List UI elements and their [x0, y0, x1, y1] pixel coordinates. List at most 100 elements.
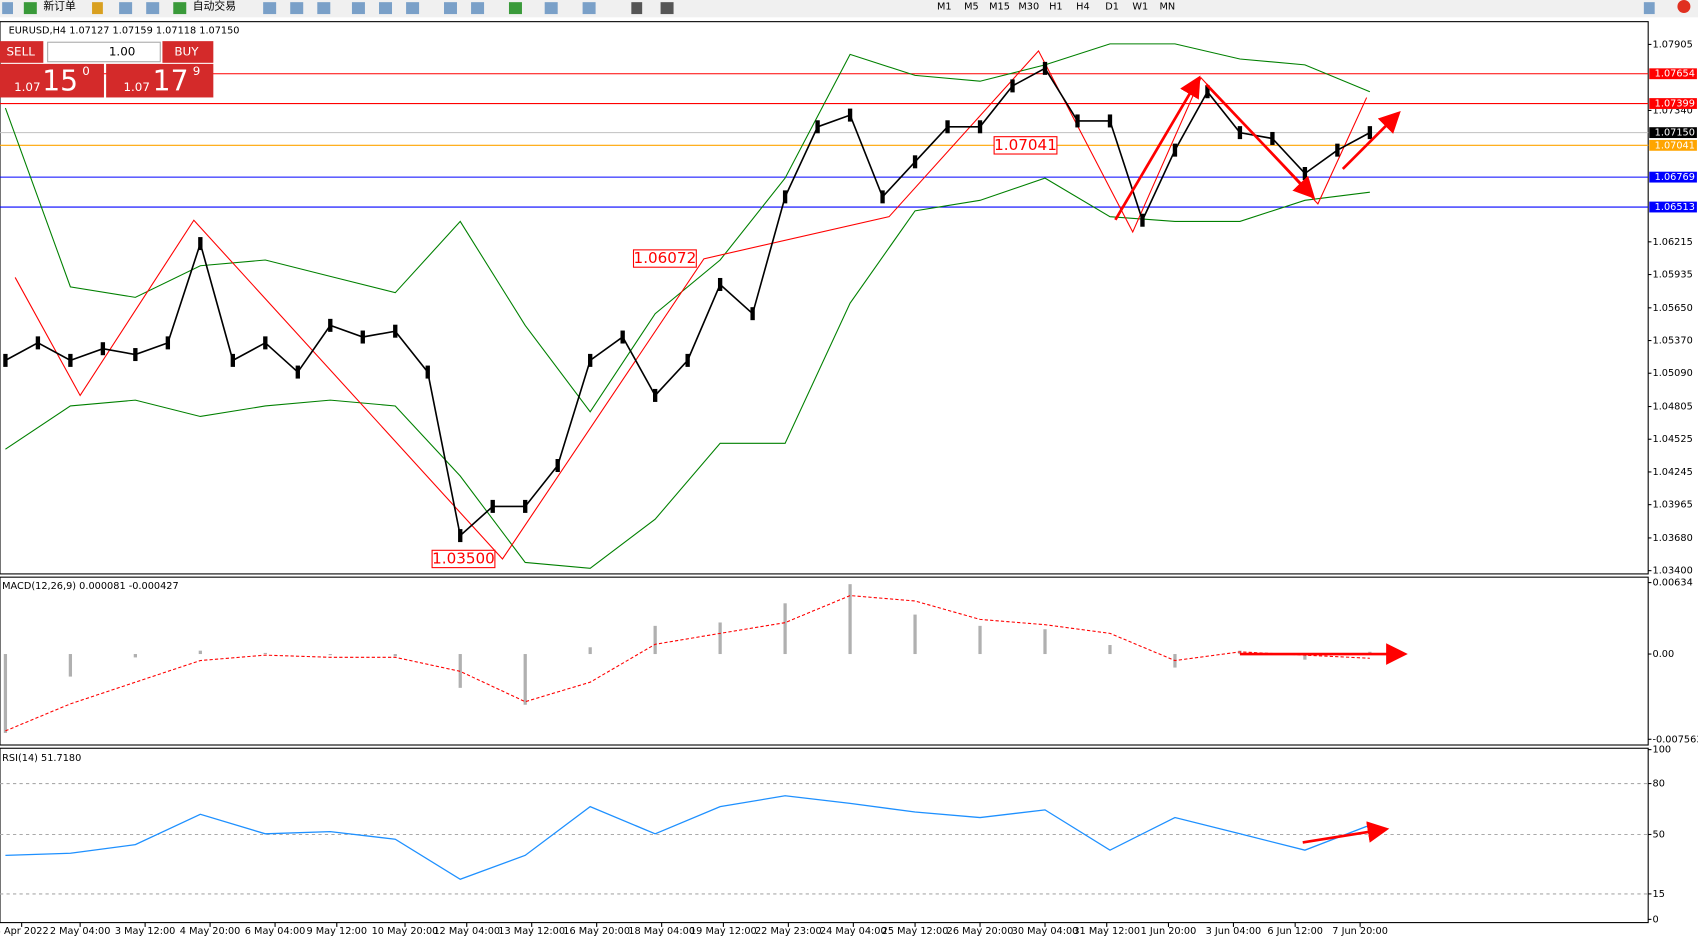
- buy-price-fraction: 9: [193, 64, 201, 78]
- level-label: 1.07399: [1655, 99, 1695, 110]
- price-bar: [1335, 143, 1340, 157]
- timeframe-button[interactable]: M30: [1018, 1, 1039, 12]
- timeframes: M1 M5 M15 M30 H1 H4 D1 W1 MN: [937, 1, 1175, 12]
- sell-price-big: 1.07: [14, 80, 41, 94]
- macd-bar: [198, 650, 202, 655]
- macd-bar: [718, 622, 722, 655]
- price-bar: [523, 499, 528, 513]
- y-tick-label: 1.04525: [1653, 434, 1693, 445]
- price-bar: [977, 120, 983, 134]
- price-bar: [620, 330, 625, 344]
- x-tick-label: 18 May 04:00: [628, 926, 695, 937]
- macd-bar: [588, 647, 592, 655]
- price-bar: [295, 365, 300, 379]
- timeframe-button[interactable]: H4: [1076, 1, 1090, 12]
- y-tick-label: 1.04245: [1653, 467, 1693, 478]
- price-bar: [263, 336, 268, 350]
- sell-price-box[interactable]: [0, 63, 104, 98]
- timeframe-button[interactable]: M1: [937, 1, 952, 12]
- price-bar: [1172, 143, 1178, 157]
- level-label: 1.07150: [1655, 128, 1695, 139]
- x-tick-label: 4 May 20:00: [180, 926, 241, 937]
- timeframe-button[interactable]: W1: [1132, 1, 1148, 12]
- price-bar: [133, 348, 138, 362]
- macd-bar: [328, 654, 332, 656]
- y-tick-label: 1.07340: [1653, 105, 1693, 116]
- x-tick-label: 13 May 12:00: [498, 926, 565, 937]
- x-tick-label: 26 May 20:00: [947, 926, 1014, 937]
- lots-input[interactable]: [47, 41, 161, 63]
- sell-price-fraction: 0: [82, 64, 90, 78]
- buy-price-pips: 17: [153, 64, 189, 97]
- price-bar: [425, 365, 430, 379]
- price-bar: [198, 237, 203, 251]
- indicator-title: RSI(14) 51.7180: [2, 753, 81, 764]
- y-tick-label: 50: [1653, 829, 1665, 840]
- macd-bar: [1303, 654, 1307, 660]
- price-bar: [68, 353, 73, 367]
- level-tag: [1649, 127, 1697, 139]
- y-tick-label: 1.06215: [1653, 237, 1693, 248]
- price-bar: [847, 108, 853, 122]
- level-tag: [1649, 171, 1697, 183]
- price-bar: [652, 388, 658, 402]
- price-bar: [458, 529, 463, 543]
- price-bar: [1237, 126, 1243, 140]
- price-bar: [945, 120, 950, 134]
- x-tick-label: 22 May 23:00: [755, 926, 822, 937]
- price-bar: [1302, 167, 1308, 181]
- new-order-button[interactable]: 新订单: [43, 0, 76, 12]
- x-tick-label: 25 May 12:00: [882, 926, 949, 937]
- buy-price-box[interactable]: [106, 63, 214, 98]
- buy-price-big: 1.07: [123, 80, 150, 94]
- timeframe-button[interactable]: D1: [1105, 1, 1119, 12]
- price-bar: [880, 190, 885, 204]
- macd-bar: [263, 652, 267, 655]
- timeframe-button[interactable]: M15: [989, 1, 1010, 12]
- y-tick-label: 1.03680: [1653, 533, 1693, 544]
- y-tick-label: 1.07905: [1653, 39, 1693, 50]
- timeframe-button[interactable]: M5: [964, 1, 979, 12]
- hand-arrows: [1114, 75, 1408, 844]
- chart-title: EURUSD,H4 1.07127 1.07159 1.07118 1.0715…: [9, 25, 240, 36]
- annotation-label: 1.07041: [994, 136, 1057, 154]
- level-tag: [1649, 139, 1697, 151]
- y-tick-label: 1.05935: [1653, 270, 1693, 281]
- x-tick-label: 10 May 20:00: [372, 926, 439, 937]
- annotation-label: 1.03500: [432, 549, 495, 567]
- x-tick-label: 7 Jun 20:00: [1332, 926, 1388, 937]
- annotation-label: 1.06072: [634, 249, 697, 267]
- level-tag: [1649, 98, 1697, 109]
- annotation-box: [431, 549, 496, 569]
- timeframe-button[interactable]: H1: [1049, 1, 1063, 12]
- x-tick-label: 19 May 12:00: [690, 926, 757, 937]
- x-tick-label: 31 May 12:00: [1073, 926, 1140, 937]
- x-tick-label: 3 May 12:00: [115, 926, 176, 937]
- y-tick-label: 100: [1653, 745, 1672, 756]
- level-label: 1.07041: [1655, 140, 1695, 151]
- x-tick-label: 9 May 12:00: [307, 926, 368, 937]
- price-bar: [360, 330, 365, 344]
- macd-bar: [3, 654, 8, 733]
- macd-bar: [133, 654, 137, 658]
- price-bar: [717, 277, 723, 291]
- price-bar: [393, 324, 398, 338]
- price-bar: [1075, 114, 1080, 128]
- rsi-panel: [0, 747, 1649, 924]
- sell-price-pips: 15: [42, 64, 78, 97]
- indicator-title: MACD(12,26,9) 0.000081 -0.000427: [2, 581, 179, 592]
- macd-bar: [848, 584, 852, 655]
- timeframe-button[interactable]: MN: [1160, 1, 1176, 12]
- x-tick-label: 6 Jun 12:00: [1267, 926, 1323, 937]
- sell-button[interactable]: [0, 41, 44, 63]
- buy-button[interactable]: [162, 41, 214, 63]
- toolbar-icons: [2, 0, 1691, 15]
- price-bar: [912, 155, 918, 169]
- plot-layer: EURUSD,H4 1.07127 1.07159 1.07118 1.0715…: [0, 25, 1698, 937]
- annotation-box: [632, 249, 697, 268]
- autotrading-button[interactable]: 自动交易: [193, 0, 236, 12]
- y-tick-label: 1.05370: [1653, 336, 1693, 347]
- macd-bar: [523, 654, 527, 705]
- macd-bar: [1043, 629, 1047, 655]
- price-bar: [782, 190, 788, 204]
